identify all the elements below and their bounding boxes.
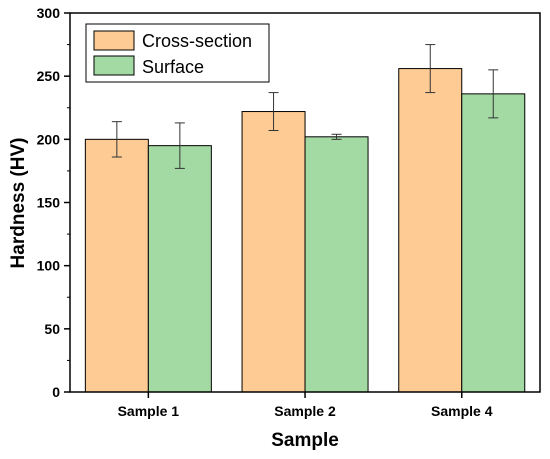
- legend-swatch-surface: [93, 55, 135, 76]
- bar-surface-3: [461, 93, 526, 393]
- legend-label-cross-section: Cross-section: [142, 31, 252, 51]
- bar-surface-2: [304, 136, 369, 393]
- legend-label-surface: Surface: [142, 57, 204, 77]
- x-axis: Sample 1 Sample 2 Sample 4: [118, 392, 493, 419]
- y-tick-label: 200: [37, 131, 61, 147]
- y-tick-label: 50: [44, 321, 60, 337]
- bar-cross-section-3: [398, 68, 463, 393]
- bar-cross-section-1: [84, 138, 149, 393]
- y-axis-title: Hardness (HV): [8, 138, 29, 269]
- x-tick-label: Sample 4: [431, 403, 493, 419]
- bar-surface-1: [147, 145, 212, 393]
- y-tick-label: 150: [37, 195, 61, 211]
- x-tick-label: Sample 2: [274, 403, 336, 419]
- y-tick-label: 0: [52, 384, 60, 400]
- y-tick-label: 300: [37, 5, 61, 21]
- bars-layer: [84, 68, 526, 393]
- y-tick-label: 250: [37, 68, 61, 84]
- y-tick-label: 100: [37, 258, 61, 274]
- x-axis-title: Sample: [271, 430, 339, 451]
- legend: Cross-section Surface: [85, 23, 270, 83]
- x-tick-label: Sample 1: [118, 403, 180, 419]
- legend-swatch-cross-section: [93, 30, 135, 51]
- y-axis: 0 50 100 150 200 250 300: [37, 5, 70, 400]
- errorbars-layer: [111, 44, 499, 169]
- bar-cross-section-2: [241, 111, 306, 393]
